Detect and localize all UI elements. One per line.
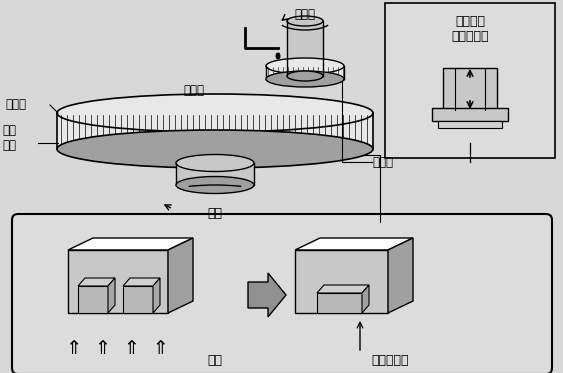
- Text: 旋转: 旋转: [208, 207, 222, 220]
- Ellipse shape: [57, 94, 373, 132]
- Bar: [266, 66, 344, 79]
- Polygon shape: [362, 285, 369, 313]
- Polygon shape: [78, 286, 108, 313]
- Bar: [385, 3, 555, 158]
- Bar: [443, 68, 497, 110]
- Text: 研磨液: 研磨液: [183, 84, 204, 97]
- Polygon shape: [68, 238, 193, 250]
- Text: 固定
底盘: 固定 底盘: [2, 124, 16, 152]
- Polygon shape: [123, 278, 160, 286]
- Ellipse shape: [57, 130, 373, 168]
- Text: ⇑  ⇑  ⇑  ⇑: ⇑ ⇑ ⇑ ⇑: [66, 339, 169, 357]
- Polygon shape: [248, 273, 286, 317]
- Text: 硅圆片表面: 硅圆片表面: [371, 354, 409, 367]
- Polygon shape: [317, 293, 362, 313]
- Polygon shape: [108, 278, 115, 313]
- Polygon shape: [68, 250, 168, 313]
- Polygon shape: [295, 238, 413, 250]
- Polygon shape: [78, 278, 115, 286]
- Bar: [432, 108, 508, 121]
- Polygon shape: [388, 238, 413, 313]
- Ellipse shape: [266, 58, 344, 74]
- Text: 研磨垫: 研磨垫: [5, 98, 26, 112]
- Ellipse shape: [287, 16, 323, 26]
- Text: 硅圆片: 硅圆片: [372, 156, 393, 169]
- Ellipse shape: [287, 71, 323, 81]
- Bar: [176, 163, 254, 185]
- Polygon shape: [123, 286, 153, 313]
- Bar: [438, 121, 502, 128]
- Bar: [287, 21, 323, 76]
- Ellipse shape: [176, 154, 254, 172]
- Ellipse shape: [176, 176, 254, 194]
- Text: 硅圆片的
吸附与加压: 硅圆片的 吸附与加压: [452, 15, 489, 43]
- Polygon shape: [153, 278, 160, 313]
- Bar: [57, 113, 373, 149]
- Polygon shape: [168, 238, 193, 313]
- Polygon shape: [295, 250, 388, 313]
- Ellipse shape: [275, 53, 280, 60]
- FancyBboxPatch shape: [12, 214, 552, 373]
- Polygon shape: [317, 285, 369, 293]
- Ellipse shape: [266, 71, 344, 87]
- Text: 研磨杆: 研磨杆: [294, 8, 315, 21]
- Text: 研磨: 研磨: [208, 354, 222, 367]
